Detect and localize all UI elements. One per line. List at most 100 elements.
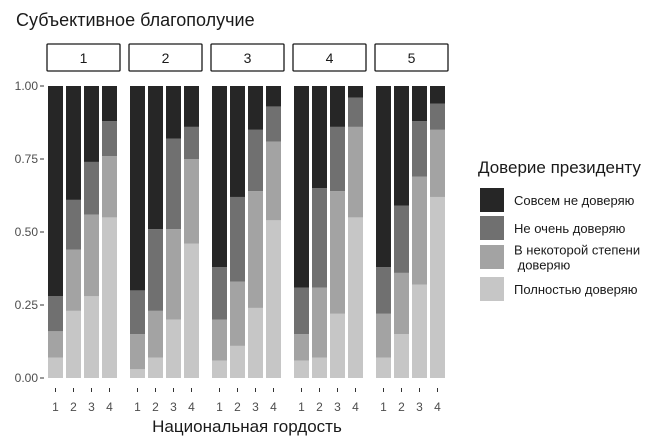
- bar-segment: [348, 217, 363, 378]
- facet-strip: [46, 43, 121, 72]
- bar-segment: [66, 249, 81, 311]
- bar-segment: [66, 86, 81, 200]
- bar-segment: [312, 188, 327, 288]
- facet-strip-label: 4: [326, 50, 334, 66]
- bar-segment: [266, 220, 281, 378]
- bar-segment: [294, 86, 309, 288]
- facet-strip: [210, 43, 285, 72]
- y-tick-label: 0.00: [15, 371, 39, 385]
- bar-segment: [230, 345, 245, 378]
- x-tick-label: 4: [270, 400, 277, 414]
- legend-key: [480, 277, 504, 301]
- facet-strip-label: 1: [80, 50, 88, 66]
- bar-segment: [102, 86, 117, 122]
- bar-segment: [130, 334, 145, 370]
- legend-label: Полностью доверяю: [514, 282, 638, 297]
- bar-segment: [130, 290, 145, 335]
- x-tick-label: 3: [334, 400, 341, 414]
- legend-label: В некоторой степени доверяю: [514, 243, 640, 273]
- legend-key: [480, 245, 504, 269]
- x-tick-label: 3: [170, 400, 177, 414]
- bar-segment: [430, 129, 445, 197]
- bar-segment: [348, 97, 363, 127]
- legend-item: Полностью доверяю: [480, 277, 638, 301]
- bar-segment: [376, 267, 391, 314]
- bar-segment: [394, 334, 409, 378]
- legend-label: Не очень доверяю: [514, 221, 626, 236]
- x-tick-label: 1: [134, 400, 141, 414]
- bar-segment: [166, 319, 181, 378]
- bar-segment: [348, 126, 363, 218]
- bar-segment: [84, 214, 99, 297]
- bar-segment: [330, 313, 345, 378]
- bar-segment: [148, 229, 163, 311]
- bar-segment: [248, 129, 263, 192]
- bar-segment: [248, 307, 263, 378]
- y-tick-label: 0.25: [15, 298, 39, 312]
- bar-segment: [266, 141, 281, 221]
- legend-label: Совсем не доверяю: [514, 193, 635, 208]
- bar-segment: [294, 334, 309, 361]
- facet-panel: 41 2 3 4: [292, 43, 367, 414]
- bar-segment: [212, 267, 227, 320]
- bar-segment: [430, 103, 445, 130]
- legend-item: Совсем не доверяю: [480, 188, 635, 212]
- y-tick-label: 0.75: [15, 152, 39, 166]
- x-tick-label: 4: [434, 400, 441, 414]
- bar-segment: [330, 126, 345, 192]
- bar-segment: [266, 86, 281, 107]
- facet-strip-label: 2: [162, 50, 170, 66]
- bar-segment: [184, 126, 199, 159]
- bar-segment: [248, 86, 263, 130]
- bar-segment: [184, 243, 199, 378]
- x-tick-label: 2: [398, 400, 405, 414]
- bar-segment: [184, 159, 199, 244]
- bar-segment: [148, 310, 163, 358]
- legend-item: В некоторой степени доверяю: [480, 243, 640, 273]
- bar-segment: [412, 121, 427, 177]
- facet-strip-label: 5: [408, 50, 416, 66]
- bar-segment: [412, 86, 427, 122]
- x-tick-label: 3: [416, 400, 423, 414]
- x-tick-label: 1: [380, 400, 387, 414]
- bar-segment: [430, 86, 445, 104]
- y-tick-label: 0.50: [15, 225, 39, 239]
- bar-segment: [376, 86, 391, 268]
- bar-segment: [212, 319, 227, 361]
- x-tick-label: 2: [316, 400, 323, 414]
- bar-segment: [148, 86, 163, 230]
- bar-segment: [294, 287, 309, 335]
- bar-segment: [148, 357, 163, 378]
- legend-title: Доверие президенту: [478, 158, 641, 177]
- bar-segment: [394, 205, 409, 273]
- bar-segment: [312, 357, 327, 378]
- bar-segment: [130, 86, 145, 291]
- legend-key: [480, 216, 504, 240]
- x-tick-label: 1: [298, 400, 305, 414]
- bar-segment: [130, 369, 145, 378]
- bar-segment: [48, 357, 63, 378]
- bar-segment: [248, 191, 263, 308]
- x-axis-label: Национальная гордость: [152, 417, 342, 436]
- bar-segment: [348, 86, 363, 98]
- bar-segment: [66, 310, 81, 378]
- bar-segment: [102, 156, 117, 218]
- bar-segment: [412, 284, 427, 378]
- x-tick-label: 4: [106, 400, 113, 414]
- bar-segment: [166, 138, 181, 230]
- x-tick-label: 4: [352, 400, 359, 414]
- bar-segment: [376, 313, 391, 358]
- x-tick-label: 4: [188, 400, 195, 414]
- bar-segment: [230, 86, 245, 197]
- bar-segment: [84, 296, 99, 378]
- facet-panel: 21 2 3 4: [128, 43, 203, 414]
- bar-segment: [312, 86, 327, 189]
- x-tick-label: 2: [70, 400, 77, 414]
- bar-segment: [184, 86, 199, 127]
- x-tick-label: 3: [88, 400, 95, 414]
- facet-panel: 31 2 3 4: [210, 43, 285, 414]
- legend-item: Не очень доверяю: [480, 216, 626, 240]
- bar-segment: [166, 229, 181, 320]
- bar-segment: [102, 121, 117, 157]
